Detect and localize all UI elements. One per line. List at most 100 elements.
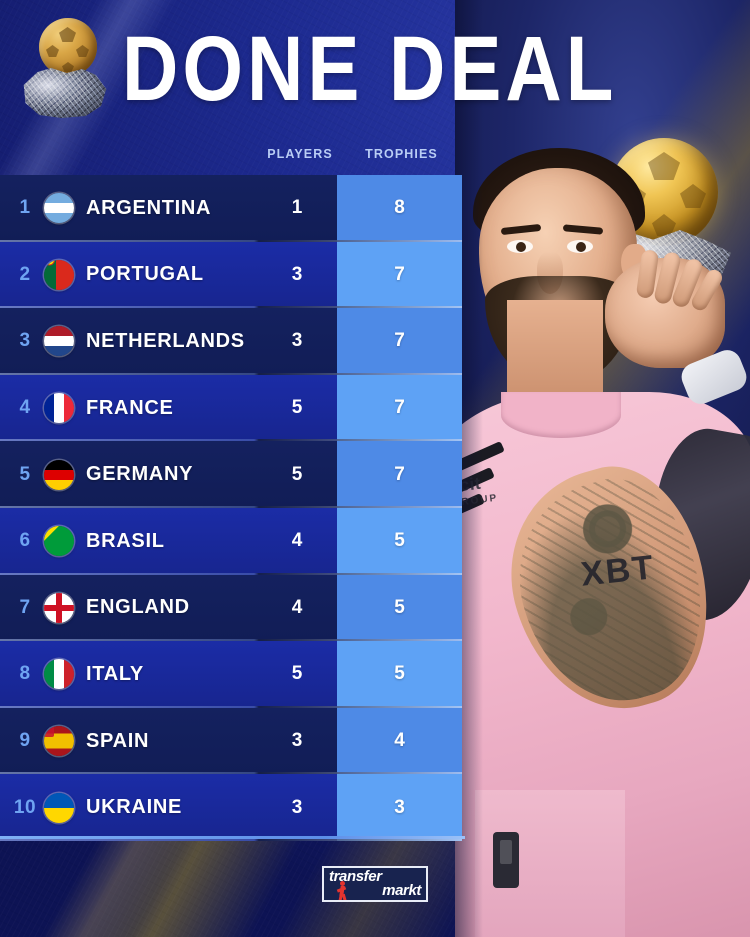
rank-number: 1 xyxy=(19,197,31,219)
trophies-count: 7 xyxy=(394,330,405,352)
rank-number: 4 xyxy=(19,397,31,419)
jersey-tag xyxy=(493,832,519,888)
jersey-collar xyxy=(501,392,621,438)
country-name: BRASIL xyxy=(86,529,165,552)
table-bottom-divider xyxy=(0,836,465,839)
trophies-count: 7 xyxy=(394,463,405,485)
flag-portugal xyxy=(44,259,74,290)
table-row[interactable]: 8 ITALY 5 5 xyxy=(0,641,462,708)
table-row[interactable]: 6 BRASIL 4 5 xyxy=(0,507,462,575)
table-row[interactable]: 10 UKRAINE 3 3 xyxy=(0,774,462,841)
trophies-count: 5 xyxy=(394,530,405,552)
flag-brasil xyxy=(44,526,74,557)
player-photo: acit GROUP XBT xyxy=(455,0,750,937)
row-separator xyxy=(0,239,462,242)
player-eye-right xyxy=(567,240,593,253)
row-trophies-panel xyxy=(337,241,462,309)
row-separator xyxy=(0,639,462,642)
table-row[interactable]: 9 SPAIN 3 4 xyxy=(0,707,462,775)
players-count: 3 xyxy=(291,330,303,352)
flag-ukraine xyxy=(44,792,74,823)
table-row[interactable]: 3 NETHERLANDS 3 7 xyxy=(0,308,462,375)
page-title: DONE DEAL xyxy=(122,16,618,120)
flag-france xyxy=(44,393,74,424)
row-trophies-panel xyxy=(337,175,462,242)
country-name: FRANCE xyxy=(86,396,174,419)
players-count: 1 xyxy=(291,197,303,219)
row-trophies-panel xyxy=(337,774,462,841)
ranking-table: 1 ARGENTINA 1 8 2 PORTUGAL 3 7 3 NETHERLANDS 3 7 4 FR… xyxy=(0,175,462,841)
transfermarkt-logo-line2: markt xyxy=(382,882,421,899)
trophies-count: 5 xyxy=(394,663,405,685)
trophies-count: 3 xyxy=(394,796,405,818)
rank-number: 3 xyxy=(19,330,31,352)
row-separator xyxy=(0,439,462,442)
transfermarkt-logo[interactable]: transfer markt xyxy=(322,866,428,902)
trophy-ball xyxy=(39,18,97,76)
row-trophies-panel xyxy=(337,441,462,508)
rank-number: 5 xyxy=(19,463,31,485)
country-name: ENGLAND xyxy=(86,596,190,619)
table-row[interactable]: 2 PORTUGAL 3 7 xyxy=(0,241,462,309)
country-name: NETHERLANDS xyxy=(86,329,245,352)
players-count: 5 xyxy=(291,397,303,419)
rank-number: 8 xyxy=(19,663,31,685)
table-row[interactable]: 5 GERMANY 5 7 xyxy=(0,441,462,508)
flag-spain xyxy=(44,726,74,757)
table-row[interactable]: 7 ENGLAND 4 5 xyxy=(0,574,462,642)
row-separator xyxy=(0,572,462,575)
jersey-badge-text: XBT xyxy=(579,548,657,594)
players-count: 5 xyxy=(291,463,303,485)
row-separator xyxy=(0,306,462,309)
row-separator xyxy=(0,838,462,841)
players-count: 3 xyxy=(291,263,303,285)
table-column-headers: PLAYERS TROPHIES xyxy=(0,147,470,167)
country-name: SPAIN xyxy=(86,729,150,752)
rank-number: 7 xyxy=(19,596,31,618)
row-separator xyxy=(0,705,462,708)
runner-icon xyxy=(336,881,349,900)
country-name: PORTUGAL xyxy=(86,263,204,286)
row-trophies-panel xyxy=(337,707,462,775)
flag-england xyxy=(44,592,74,623)
poster-header: DONE DEAL xyxy=(0,0,750,140)
country-name: ITALY xyxy=(86,662,144,685)
trophies-count: 4 xyxy=(394,730,405,752)
country-name: ARGENTINA xyxy=(86,196,212,219)
row-trophies-panel xyxy=(337,374,462,442)
players-count: 5 xyxy=(291,663,303,685)
row-trophies-panel xyxy=(337,641,462,708)
row-trophies-panel xyxy=(337,574,462,642)
table-row[interactable]: 1 ARGENTINA 1 8 xyxy=(0,175,462,242)
column-header-trophies: TROPHIES xyxy=(365,147,438,161)
country-name: GERMANY xyxy=(86,463,194,486)
players-count: 4 xyxy=(291,596,303,618)
players-count: 3 xyxy=(291,730,303,752)
country-name: UKRAINE xyxy=(86,796,183,819)
rank-number: 10 xyxy=(13,796,37,818)
flag-italy xyxy=(44,659,74,690)
table-row[interactable]: 4 FRANCE 5 7 xyxy=(0,374,462,442)
trophies-count: 7 xyxy=(394,397,405,419)
trophy-base xyxy=(23,68,107,118)
flag-netherlands xyxy=(44,326,74,357)
row-trophies-panel xyxy=(337,308,462,375)
trophies-count: 5 xyxy=(394,596,405,618)
rank-number: 2 xyxy=(19,263,31,285)
rank-number: 6 xyxy=(19,530,31,552)
row-separator xyxy=(0,505,462,508)
ballon-dor-trophy-icon xyxy=(20,18,110,124)
trophies-count: 7 xyxy=(394,263,405,285)
players-count: 4 xyxy=(291,530,303,552)
row-separator xyxy=(0,772,462,775)
row-separator xyxy=(0,372,462,375)
player-eye-left xyxy=(507,240,533,253)
flag-germany xyxy=(44,459,74,490)
column-header-players: PLAYERS xyxy=(267,147,333,161)
players-count: 3 xyxy=(291,796,303,818)
trophies-count: 8 xyxy=(394,197,405,219)
rank-number: 9 xyxy=(19,730,31,752)
flag-argentina xyxy=(44,193,74,224)
transfermarkt-logo-line1: transfer xyxy=(329,867,382,885)
